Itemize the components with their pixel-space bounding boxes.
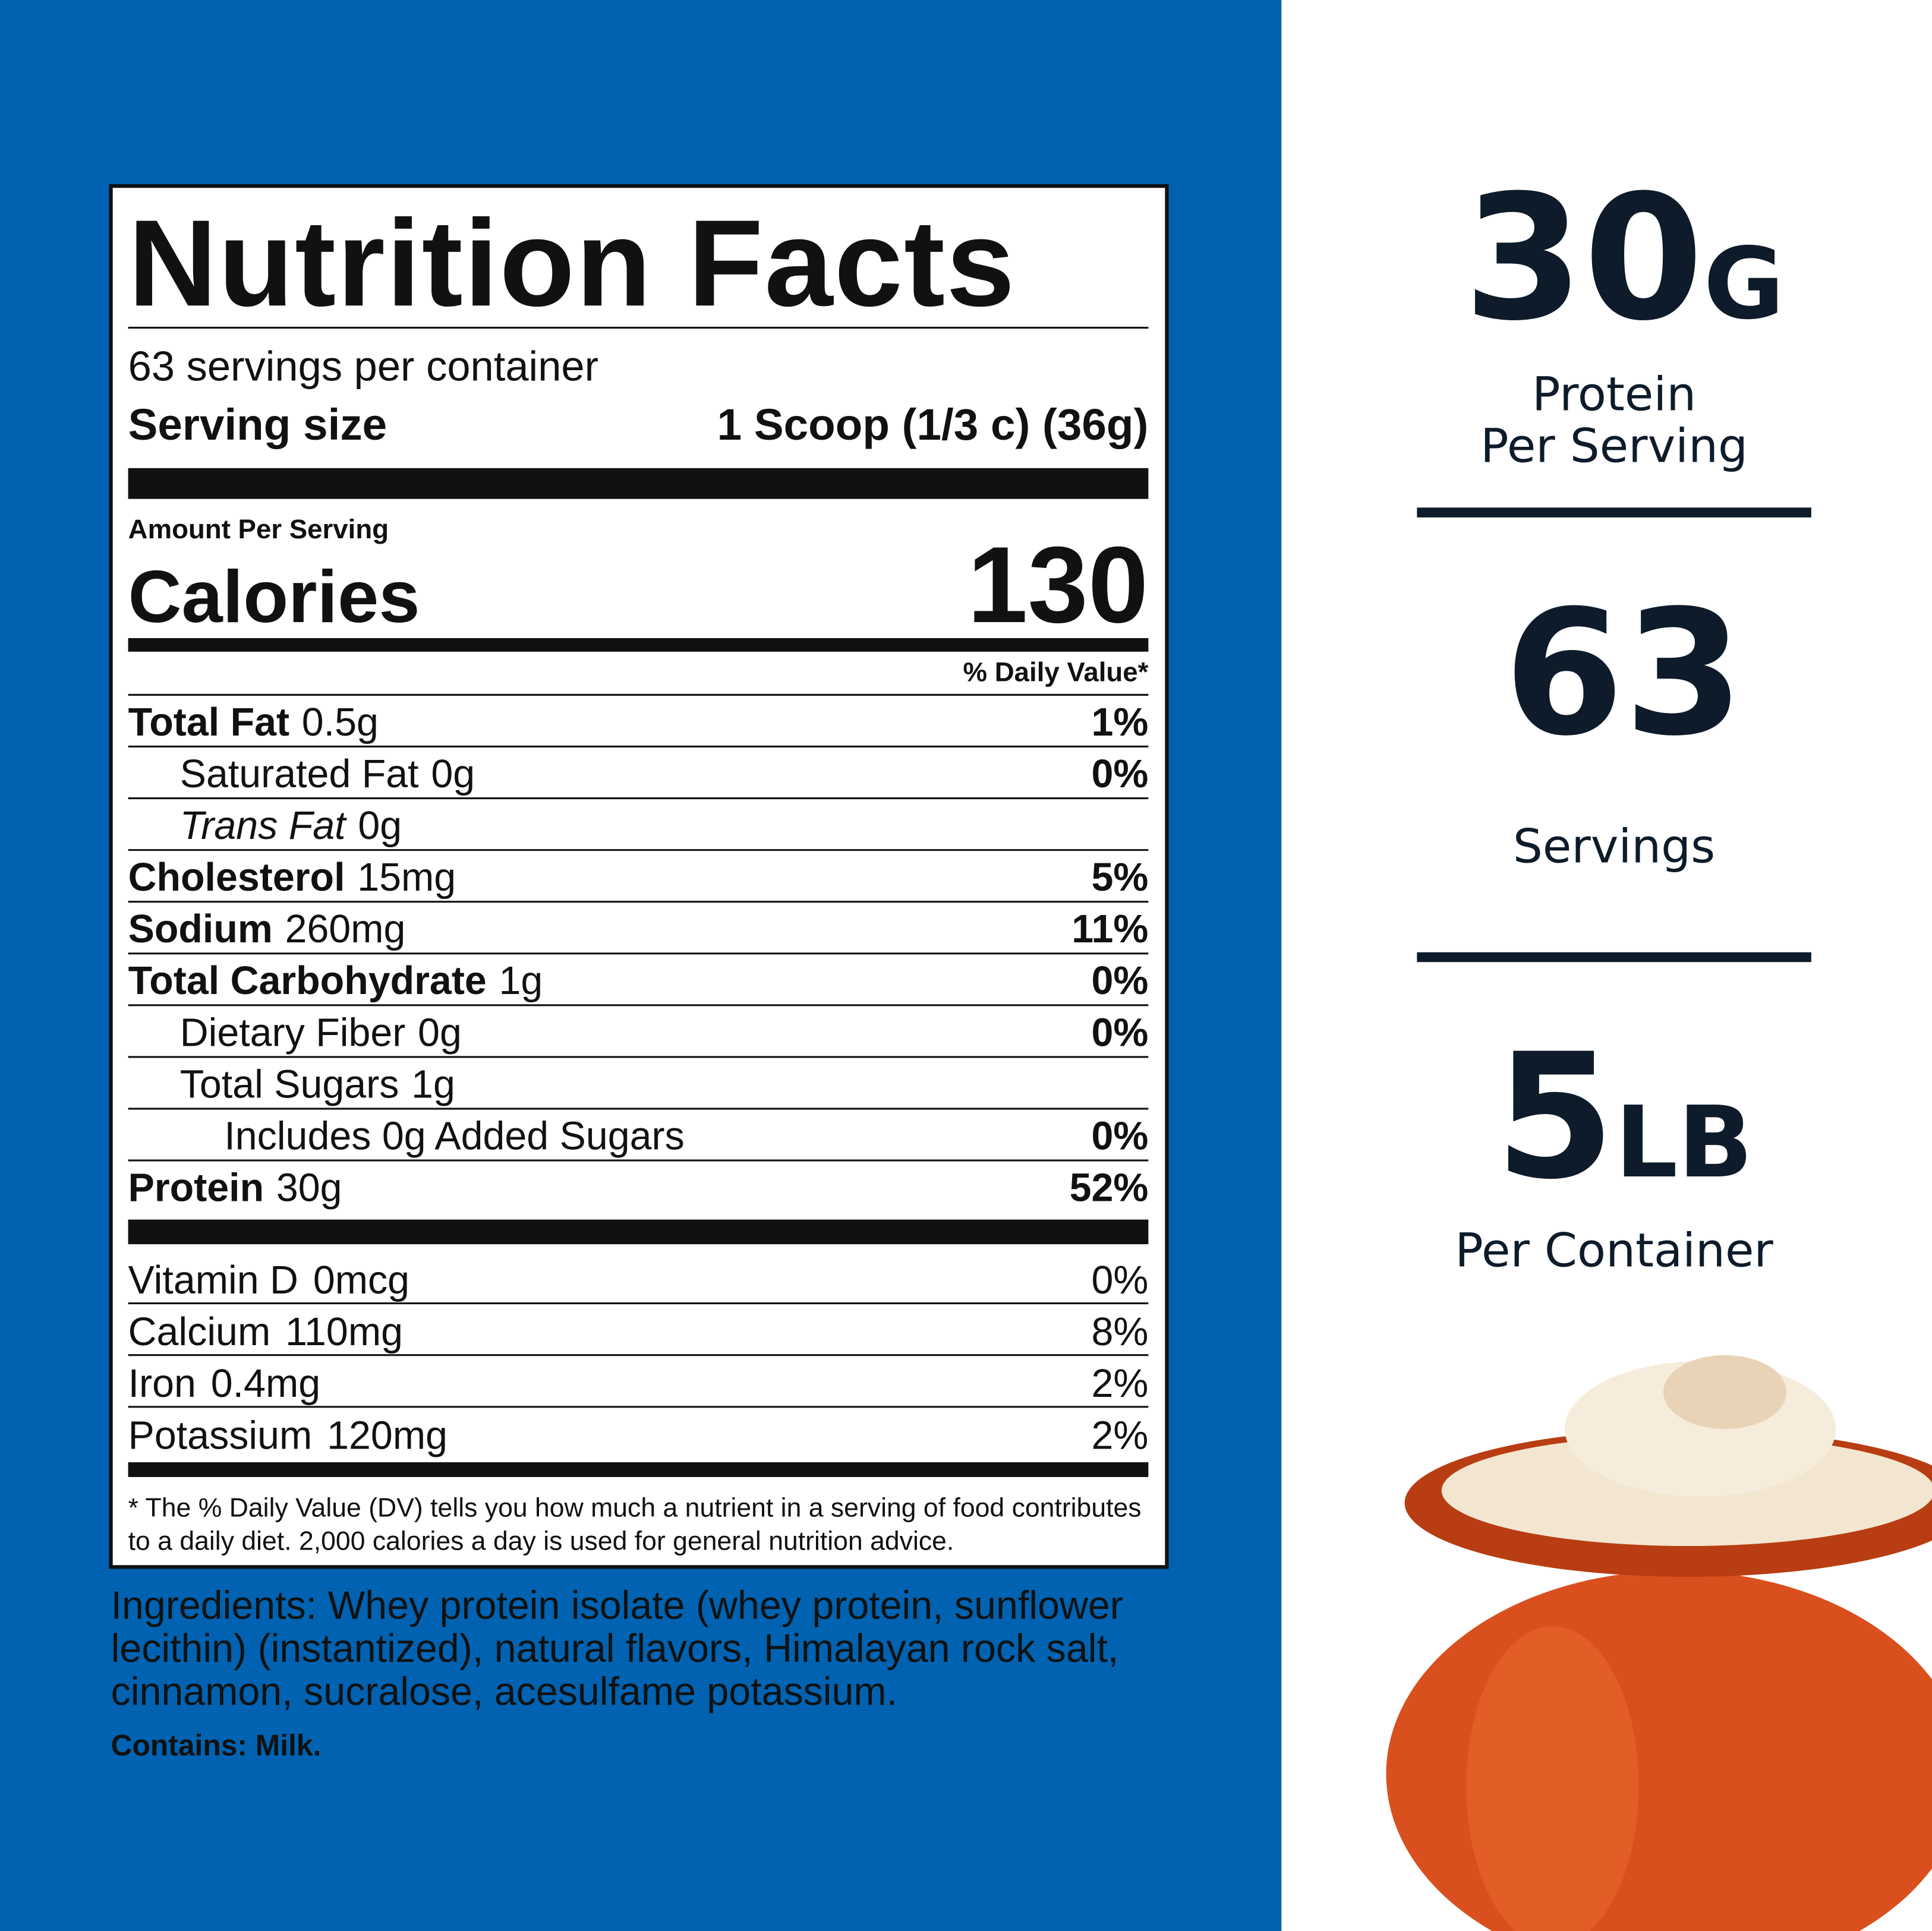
amount-per-serving: Amount Per Serving: [128, 514, 389, 544]
calories-label: Calories: [128, 556, 420, 638]
thick-bar: [128, 1219, 1149, 1245]
title: Nutrition Facts: [128, 194, 1016, 332]
highlight-value: 63: [1504, 574, 1744, 774]
highlight-label: Per Container: [1455, 1223, 1773, 1277]
serving-size-value: 1 Scoop (1/3 c) (36g): [717, 399, 1149, 449]
highlight-value: 30G: [1464, 159, 1785, 359]
nutrient-amount: 15mg: [357, 856, 456, 900]
highlight-number: 30: [1464, 159, 1704, 359]
nutrient-name: Cholesterol: [128, 856, 345, 900]
vitamin-name: Iron: [128, 1362, 196, 1406]
calories-value: 130: [967, 524, 1148, 645]
highlight-value: 5LB: [1495, 1017, 1753, 1217]
nutrient-name: Sodium: [128, 907, 273, 951]
nutrient-name: Total Sugars: [180, 1062, 399, 1106]
cup-highlight: [1466, 1626, 1639, 1931]
cinnamon: [1663, 1355, 1787, 1430]
daily-value: 0%: [1091, 1011, 1148, 1055]
servings-per-container: 63 servings per container: [128, 343, 598, 390]
nutrient-name: Dietary Fiber: [180, 1011, 406, 1055]
daily-value: 5%: [1091, 856, 1148, 900]
vitamin: Iron 0.4mg: [128, 1362, 321, 1406]
daily-value: 1%: [1091, 701, 1148, 744]
nutrient: Cholesterol 15mg: [128, 856, 456, 900]
daily-value-header: % Daily Value*: [963, 657, 1149, 687]
vitamin-name: Vitamin D: [128, 1258, 298, 1302]
nutrient: Dietary Fiber 0g: [180, 1011, 462, 1055]
nutrient-amount: 0.5g: [302, 701, 379, 744]
vitamin-amount: 0mcg: [313, 1258, 409, 1302]
daily-value: 0%: [1091, 1114, 1148, 1158]
daily-value: 2%: [1091, 1413, 1148, 1457]
vitamin-amount: 120mg: [327, 1413, 447, 1457]
nutrient-name: Includes 0g Added Sugars: [224, 1114, 684, 1158]
vitamin-name: Calcium: [128, 1310, 271, 1354]
nutrient: Total Carbohydrate 1g: [128, 959, 543, 1003]
highlight-label: Per Serving: [1480, 419, 1748, 474]
nutrient-name: Total Carbohydrate: [128, 959, 487, 1003]
highlight-number: 5: [1495, 1017, 1615, 1217]
vitamin: Potassium 120mg: [128, 1413, 447, 1457]
daily-value: 11%: [1071, 907, 1148, 951]
nutrient-amount: 0g: [418, 1011, 462, 1055]
nutrient-name: Protein: [128, 1166, 264, 1210]
nutrient: Total Sugars 1g: [180, 1062, 455, 1106]
daily-value: 8%: [1091, 1310, 1148, 1354]
ingredients: cinnamon, sucralose, acesulfame potassiu…: [111, 1670, 898, 1714]
serving-size-label: Serving size: [128, 399, 387, 449]
nutrient-name: Trans Fat: [180, 804, 347, 848]
nutrient: Trans Fat 0g: [180, 804, 402, 848]
label-box: [109, 184, 1169, 1569]
nutrient: Protein 30g: [128, 1166, 342, 1210]
daily-value: 0%: [1091, 959, 1148, 1003]
nutrient-amount: 260mg: [285, 907, 406, 951]
contains: Contains: Milk.: [111, 1729, 322, 1762]
medium-bar: [128, 638, 1149, 652]
daily-value: 0%: [1091, 1258, 1148, 1302]
nutrient: Total Fat 0.5g: [128, 701, 379, 744]
nutrient: Includes 0g Added Sugars: [224, 1114, 684, 1158]
nutrient-amount: 0g: [431, 752, 475, 796]
daily-value: 52%: [1070, 1166, 1149, 1210]
vitamin: Vitamin D 0mcg: [128, 1258, 409, 1302]
daily-value: 2%: [1091, 1362, 1148, 1406]
vitamin-amount: 0.4mg: [211, 1362, 320, 1406]
highlight-unit: LB: [1615, 1086, 1753, 1200]
nutrient-amount: 0g: [358, 804, 402, 848]
pumpkin-cup: [1386, 1355, 1932, 1931]
daily-value: 0%: [1091, 752, 1148, 796]
thick-bar: [128, 468, 1149, 499]
vitamin-amount: 110mg: [285, 1310, 403, 1354]
nutrient: Sodium 260mg: [128, 907, 406, 951]
nutrient-amount: 30g: [276, 1166, 342, 1210]
medium-bar: [128, 1462, 1149, 1477]
highlight-label: Protein: [1532, 367, 1696, 421]
ingredients: lecithin) (instantized), natural flavors…: [111, 1627, 1119, 1671]
highlight-unit: G: [1704, 227, 1785, 342]
vitamin: Calcium 110mg: [128, 1310, 403, 1354]
nutrient-amount: 1g: [411, 1062, 455, 1106]
footnote: * The % Daily Value (DV) tells you how m…: [128, 1493, 1142, 1522]
ingredients: Ingredients: Whey protein isolate (whey …: [111, 1583, 1123, 1627]
nutrient-amount: 1g: [499, 959, 543, 1003]
footnote: to a daily diet. 2,000 calories a day is…: [128, 1526, 954, 1555]
nutrient: Saturated Fat 0g: [180, 752, 475, 796]
highlight-label: Servings: [1513, 819, 1715, 873]
nutrient-name: Saturated Fat: [180, 752, 419, 796]
vitamin-name: Potassium: [128, 1413, 313, 1457]
highlight-number: 63: [1504, 574, 1744, 774]
nutrient-name: Total Fat: [128, 701, 289, 744]
